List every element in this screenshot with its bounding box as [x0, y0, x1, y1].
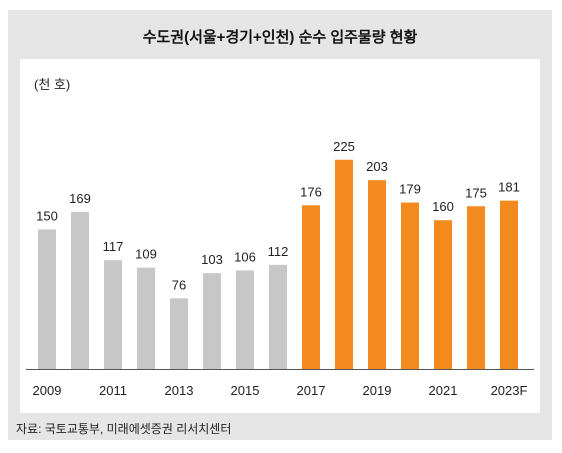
value-label-2022: 175	[465, 185, 487, 200]
x-tick-label-2015: 2015	[231, 383, 260, 398]
bar-2021	[434, 220, 452, 369]
bar-2013	[170, 298, 188, 369]
x-tick-label-2013: 2013	[165, 383, 194, 398]
value-label-2013: 76	[172, 277, 186, 292]
plot-area: (천 호) 150 169 117 109 76 103 106 112 176 225 203 17…	[20, 59, 540, 413]
value-label-2012: 109	[135, 247, 157, 262]
value-label-2017: 176	[300, 184, 322, 199]
value-label-2014: 103	[201, 252, 223, 267]
x-tick-label-2017: 2017	[297, 383, 326, 398]
bar-2015	[236, 270, 254, 369]
source-note: 자료: 국토교통부, 미래에셋증권 리서치센터	[16, 422, 232, 436]
bar-2016	[269, 264, 287, 369]
bar-chart: (천 호) 150 169 117 109 76 103 106 112 176 225 203 17…	[26, 77, 534, 398]
bar-2018	[335, 159, 353, 369]
value-label-2016: 112	[268, 244, 289, 259]
value-label-2018: 225	[333, 139, 355, 154]
value-label-2011: 117	[103, 239, 124, 254]
value-label-2009: 150	[36, 209, 58, 224]
x-tick-label-2009: 2009	[33, 383, 62, 398]
value-label-2020: 179	[399, 182, 421, 197]
chart-title: 수도권(서울+경기+인천) 순수 입주물량 현황	[142, 29, 418, 46]
bar-2011	[104, 260, 122, 369]
value-label-2023F: 181	[498, 180, 520, 195]
x-tick-label-2023F: 2023F	[491, 383, 528, 398]
bar-2023F	[500, 200, 518, 369]
unit-label: (천 호)	[34, 77, 70, 92]
bar-2010	[71, 211, 89, 369]
bar-2022	[467, 206, 485, 369]
value-label-2010: 169	[69, 191, 91, 206]
bar-2014	[203, 273, 221, 369]
value-label-2021: 160	[432, 199, 454, 214]
bar-2019	[368, 180, 386, 369]
x-tick-label-2021: 2021	[429, 383, 458, 398]
x-tick-label-2019: 2019	[363, 383, 392, 398]
value-label-2015: 106	[234, 249, 256, 264]
bar-2012	[137, 267, 155, 369]
bar-2020	[401, 202, 419, 369]
chart-panel: 수도권(서울+경기+인천) 순수 입주물량 현황 (천 호) 150 169 117…	[8, 10, 552, 440]
bar-2009	[38, 229, 56, 369]
bar-2017	[302, 205, 320, 369]
x-tick-label-2011: 2011	[99, 383, 127, 398]
value-label-2019: 203	[366, 159, 388, 174]
